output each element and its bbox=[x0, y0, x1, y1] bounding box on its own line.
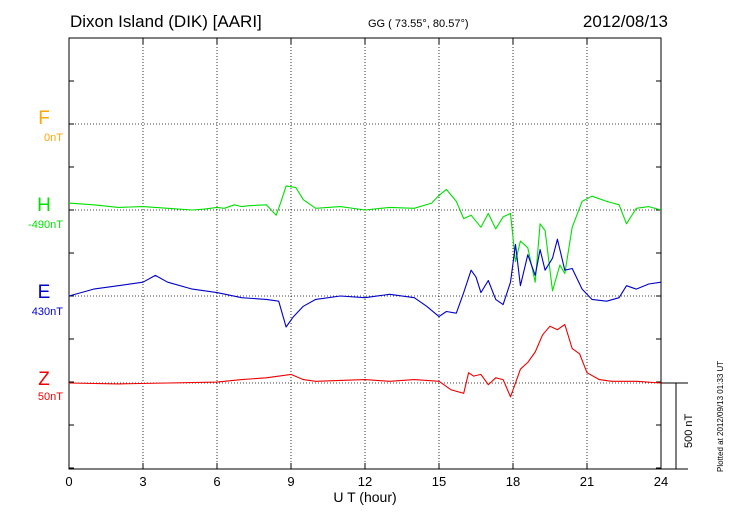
x-tick-label: 15 bbox=[432, 474, 446, 489]
station-title: Dixon Island (DIK) [AARI] bbox=[70, 12, 262, 31]
date-label: 2012/08/13 bbox=[583, 12, 668, 31]
x-tick-label: 0 bbox=[65, 474, 72, 489]
plotted-note: Plotted at 2012/09/13 01:33 UT bbox=[716, 361, 725, 472]
scale-bar-label: 500 nT bbox=[683, 413, 695, 448]
x-tick-label: 24 bbox=[654, 474, 668, 489]
grid-lines bbox=[69, 38, 661, 469]
series-label-h: H bbox=[37, 195, 51, 216]
series-label-e: E bbox=[38, 282, 51, 303]
series-label-f: F bbox=[38, 108, 50, 129]
x-axis-ticks: 0 3 6 9 12 15 18 21 24 bbox=[65, 38, 668, 489]
x-tick-label: 3 bbox=[139, 474, 146, 489]
series-line-e bbox=[68, 238, 662, 328]
x-tick-label: 12 bbox=[358, 474, 372, 489]
series-baseline-e: 430nT bbox=[32, 306, 63, 318]
series-lines bbox=[68, 185, 662, 398]
series-baseline-z: 50nT bbox=[38, 391, 63, 403]
coordinates-label: GG ( 73.55°, 80.57°) bbox=[368, 18, 469, 30]
series-label-z: Z bbox=[38, 369, 50, 390]
series-baseline-f: 0nT bbox=[44, 132, 63, 144]
series-line-h bbox=[68, 185, 662, 292]
x-tick-label: 21 bbox=[580, 474, 594, 489]
x-tick-label: 18 bbox=[506, 474, 520, 489]
scale-bar bbox=[661, 382, 688, 470]
x-axis-label: U T (hour) bbox=[333, 489, 396, 505]
series-line-z bbox=[68, 323, 662, 398]
x-tick-label: 6 bbox=[213, 474, 220, 489]
x-tick-label: 9 bbox=[287, 474, 294, 489]
series-baseline-h: -490nT bbox=[28, 219, 63, 231]
